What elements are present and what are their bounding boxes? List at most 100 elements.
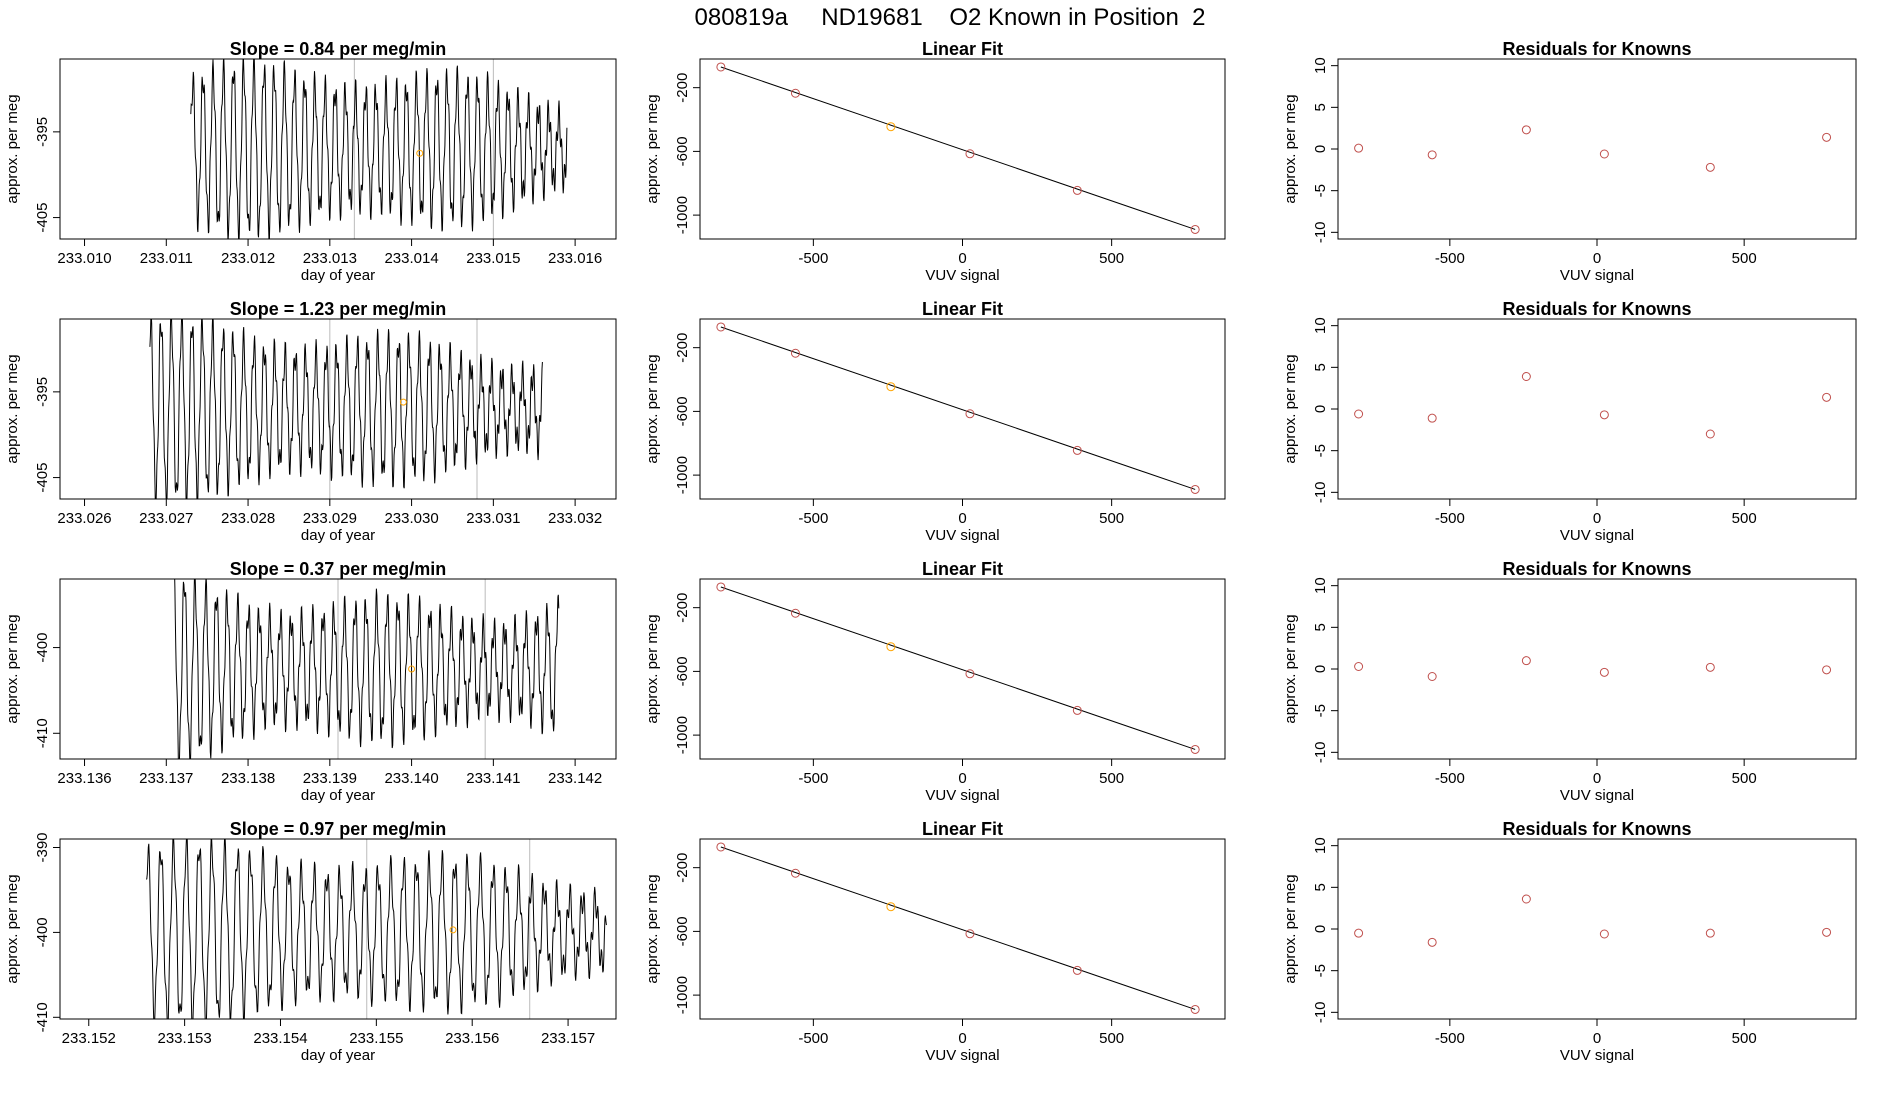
- known-point: [1354, 143, 1364, 153]
- x-tick-label: 500: [1732, 250, 1757, 267]
- x-tick-label: 233.141: [466, 770, 520, 787]
- y-tick-label: -410: [34, 718, 51, 748]
- known-point: [716, 582, 726, 592]
- x-tick-label: 233.028: [221, 510, 275, 527]
- x-tick-label: 233.157: [541, 1030, 595, 1047]
- x-axis-label: VUV signal: [925, 527, 999, 544]
- chart-title: Slope = 1.23 per meg/min: [230, 299, 447, 319]
- highlight-point: [886, 642, 896, 652]
- known-point: [1599, 929, 1609, 939]
- x-tick-label: 0: [958, 770, 966, 787]
- x-tick-label: 500: [1099, 510, 1124, 527]
- x-tick-label: 0: [1593, 250, 1601, 267]
- chart-panel-4: Slope = 1.23 per meg/min 233.026 233.027 23…: [4, 299, 617, 544]
- chart-panel-10: Slope = 0.97 per meg/min 233.152 233.153 23…: [4, 819, 617, 1064]
- y-tick-label: -405: [34, 463, 51, 493]
- known-point: [1427, 672, 1437, 681]
- y-axis-label: approx. per meg: [644, 94, 661, 203]
- known-point: [1072, 965, 1082, 975]
- y-tick-label: 5: [1312, 883, 1329, 891]
- x-tick-label: 233.026: [57, 510, 111, 527]
- data-layer: [174, 579, 560, 759]
- known-point: [716, 62, 726, 72]
- chart-title: Linear Fit: [922, 299, 1003, 319]
- chart-panel-1: Slope = 0.84 per meg/min 233.010 233.011 23…: [4, 39, 617, 284]
- x-axis-label: VUV signal: [925, 267, 999, 284]
- x-tick-label: 233.137: [139, 770, 193, 787]
- x-axis-label: day of year: [301, 787, 375, 804]
- y-tick-label: -10: [1312, 221, 1329, 243]
- data-layer: [1354, 656, 1832, 681]
- x-tick-label: -500: [1435, 770, 1465, 787]
- y-axis-label: approx. per meg: [1282, 94, 1299, 203]
- x-tick-label: 233.014: [384, 250, 438, 267]
- highlight-point: [886, 382, 896, 392]
- chart-title: Linear Fit: [922, 39, 1003, 59]
- highlight-point: [886, 902, 896, 912]
- y-axis-label: approx. per meg: [4, 874, 21, 983]
- known-point: [1190, 744, 1200, 754]
- y-tick-label: -5: [1312, 184, 1329, 197]
- y-tick-label: 0: [1312, 145, 1329, 153]
- data-layer: [1354, 372, 1832, 439]
- chart-panel-8: Linear Fit -500 0 500 VUV signal -200 -600 -100…: [644, 559, 1226, 804]
- y-tick-label: -405: [34, 203, 51, 233]
- highlight-point: [416, 149, 424, 157]
- known-point: [1427, 150, 1437, 160]
- known-point: [1190, 1004, 1200, 1014]
- chart-panel-2: Linear Fit -500 0 500 VUV signal -200 -600 -100…: [644, 39, 1226, 284]
- known-point: [1705, 928, 1715, 938]
- y-tick-label: -10: [1312, 741, 1329, 763]
- known-point: [1521, 894, 1531, 904]
- known-point: [965, 929, 975, 939]
- known-point: [1822, 927, 1832, 937]
- known-point: [1705, 662, 1715, 672]
- known-point: [1521, 125, 1531, 135]
- y-tick-label: -395: [34, 117, 51, 147]
- data-layer: [145, 839, 607, 1019]
- y-tick-label: -10: [1312, 1001, 1329, 1023]
- data-layer: [716, 842, 1200, 1014]
- chart-panel-6: Residuals for Knowns -500 0 500 VUV signal 10…: [1282, 299, 1857, 544]
- plot-frame: [699, 838, 1226, 1020]
- known-point: [965, 409, 975, 419]
- chart-panel-11: Linear Fit -500 0 500 VUV signal -200 -600 -100…: [644, 819, 1226, 1064]
- data-layer: [190, 59, 568, 239]
- known-point: [1354, 662, 1364, 671]
- y-axis-label: approx. per meg: [4, 94, 21, 203]
- y-tick-label: -400: [34, 917, 51, 947]
- known-point: [1072, 185, 1082, 195]
- x-tick-label: 233.029: [303, 510, 357, 527]
- y-tick-label: -400: [34, 633, 51, 663]
- highlight-point: [399, 398, 407, 406]
- x-axis-label: VUV signal: [1560, 527, 1634, 544]
- data-layer: [716, 322, 1200, 494]
- x-tick-label: 233.156: [445, 1030, 499, 1047]
- chart-panel-12: Residuals for Knowns -500 0 500 VUV signal 10…: [1282, 819, 1857, 1064]
- known-point: [716, 322, 726, 332]
- x-tick-label: 233.015: [466, 250, 520, 267]
- known-point: [1822, 132, 1832, 142]
- y-tick-label: -410: [34, 1002, 51, 1032]
- x-tick-label: 500: [1099, 1030, 1124, 1047]
- y-tick-label: -600: [674, 396, 691, 426]
- x-tick-label: -500: [798, 510, 828, 527]
- y-tick-label: 5: [1312, 103, 1329, 111]
- y-tick-label: 0: [1312, 405, 1329, 413]
- x-tick-label: 500: [1732, 770, 1757, 787]
- highlight-point: [886, 122, 896, 132]
- y-tick-label: 10: [1312, 577, 1329, 594]
- y-tick-label: -390: [34, 832, 51, 862]
- x-axis-label: day of year: [301, 267, 375, 284]
- data-layer: [716, 582, 1200, 754]
- y-tick-label: -1000: [674, 196, 691, 234]
- x-tick-label: 233.152: [62, 1030, 116, 1047]
- plot-frame: [59, 58, 617, 240]
- x-axis-label: VUV signal: [1560, 787, 1634, 804]
- x-tick-label: 500: [1099, 770, 1124, 787]
- x-tick-label: 233.013: [303, 250, 357, 267]
- known-point: [1599, 667, 1609, 677]
- highlight-point: [449, 926, 457, 934]
- y-tick-label: 0: [1312, 665, 1329, 673]
- known-point: [790, 868, 800, 878]
